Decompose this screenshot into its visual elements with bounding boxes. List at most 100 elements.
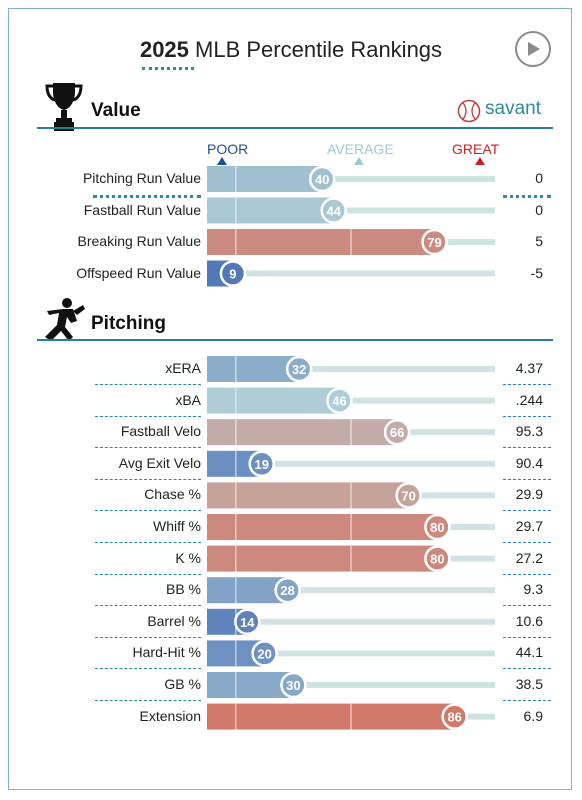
- row-stat-value: 44.1: [515, 644, 543, 661]
- row-divider-right: [503, 573, 551, 575]
- percentile-bar: [207, 545, 438, 572]
- percentile-dot: [424, 545, 451, 572]
- row-divider-right: [503, 415, 551, 417]
- percentile-dot: [383, 418, 411, 446]
- percentile-dot: [441, 703, 468, 730]
- row-label: Fastball Run Value: [83, 201, 201, 218]
- savant-brand[interactable]: savant: [485, 98, 541, 119]
- legend-average-marker: [354, 157, 364, 165]
- percentile-label: 30: [286, 678, 300, 693]
- percentile-label: 46: [332, 394, 346, 409]
- percentile-label: 14: [240, 615, 255, 630]
- row-label: xERA: [165, 360, 201, 376]
- row-label: xBA: [175, 391, 201, 408]
- bar-track: [299, 366, 495, 372]
- row-label: GB %: [164, 676, 201, 692]
- value-section-title: Value: [91, 100, 141, 121]
- row-divider-left: [95, 668, 201, 670]
- row-label: Barrel %: [147, 612, 201, 629]
- percentile-dot: [308, 165, 336, 193]
- percentile-bar: [207, 703, 455, 730]
- bar-track: [434, 239, 495, 245]
- row-label: Chase %: [144, 486, 201, 503]
- bar-track: [408, 492, 495, 499]
- row-divider-right: [503, 668, 551, 670]
- baseball-icon: [457, 99, 481, 123]
- bar-track: [339, 397, 495, 404]
- play-icon: [528, 42, 540, 56]
- row-stat-value: .244: [515, 391, 543, 408]
- percentile-label: 80: [430, 520, 444, 535]
- row-divider-left: [95, 636, 201, 638]
- play-button[interactable]: [515, 31, 551, 67]
- percentile-label: 32: [292, 362, 306, 377]
- row-divider-right: [503, 700, 551, 701]
- percentile-bar: [207, 166, 323, 192]
- bar-track: [437, 524, 495, 530]
- row-stat-value: 9.3: [523, 581, 543, 598]
- row-divider-left: [95, 605, 201, 607]
- row-divider-left: [95, 478, 201, 480]
- percentile-label: 80: [430, 552, 444, 567]
- legend-poor: POOR: [207, 141, 249, 157]
- row-label: Breaking Run Value: [77, 233, 201, 249]
- percentile-label: 86: [447, 710, 461, 725]
- primary-divider-left: [93, 195, 201, 198]
- percentile-bar: [207, 229, 435, 255]
- percentile-dot: [424, 513, 451, 541]
- percentile-dot: [234, 608, 261, 636]
- percentile-label: 66: [390, 425, 404, 440]
- percentile-dot: [219, 260, 247, 287]
- bar-track: [261, 460, 495, 467]
- percentile-dot: [285, 355, 313, 383]
- percentile-label: 79: [427, 235, 441, 250]
- percentile-bar: [207, 577, 288, 604]
- percentile-dot: [326, 387, 353, 414]
- row-divider-left: [95, 542, 201, 543]
- bar-track: [232, 270, 496, 277]
- percentile-dot: [320, 197, 347, 224]
- bar-track: [247, 618, 495, 625]
- row-stat-value: 95.3: [515, 423, 543, 440]
- percentile-dot: [395, 482, 422, 509]
- pitching-section-rule: [37, 339, 553, 341]
- row-divider-right: [503, 447, 551, 449]
- row-divider-left: [95, 573, 201, 575]
- bar-track: [437, 555, 495, 562]
- percentile-dot: [248, 450, 275, 478]
- row-divider-right: [503, 478, 551, 480]
- row-stat-value: 5: [535, 233, 543, 249]
- percentile-label: 70: [401, 488, 415, 503]
- primary-divider-right: [503, 195, 551, 198]
- percentile-chart: 40 44 79 9 32 46 66 19 70 80 80 28 14 20 30 86: [207, 165, 496, 730]
- bar-track: [454, 713, 495, 720]
- row-divider-left: [95, 447, 201, 449]
- row-stat-value: 27.2: [515, 549, 543, 566]
- bar-track: [322, 176, 495, 182]
- percentile-bar: [207, 419, 398, 446]
- row-divider-right: [503, 384, 551, 385]
- row-divider-left: [95, 700, 201, 701]
- row-label: Whiff %: [153, 518, 201, 534]
- row-label: Pitching Run Value: [82, 170, 201, 186]
- row-label: Extension: [139, 707, 201, 724]
- percentile-dot: [274, 576, 301, 604]
- bar-track: [264, 650, 495, 657]
- bar-track: [333, 207, 495, 214]
- row-divider-right: [503, 542, 551, 543]
- row-divider-left: [95, 415, 201, 417]
- row-label: BB %: [165, 581, 201, 598]
- row-label: Hard-Hit %: [132, 644, 201, 661]
- percentile-label: 9: [229, 267, 236, 282]
- row-divider-right: [503, 605, 551, 607]
- percentile-dot: [421, 228, 448, 256]
- row-label: K %: [175, 549, 201, 566]
- title-year: 2025: [139, 37, 189, 62]
- percentile-dot: [280, 671, 307, 699]
- legend-great: GREAT: [452, 141, 500, 157]
- percentile-label: 40: [315, 172, 329, 187]
- percentile-bar: [207, 514, 438, 540]
- title-underline: [142, 67, 194, 70]
- row-label: Offspeed Run Value: [76, 264, 201, 281]
- row-divider-right: [503, 636, 551, 638]
